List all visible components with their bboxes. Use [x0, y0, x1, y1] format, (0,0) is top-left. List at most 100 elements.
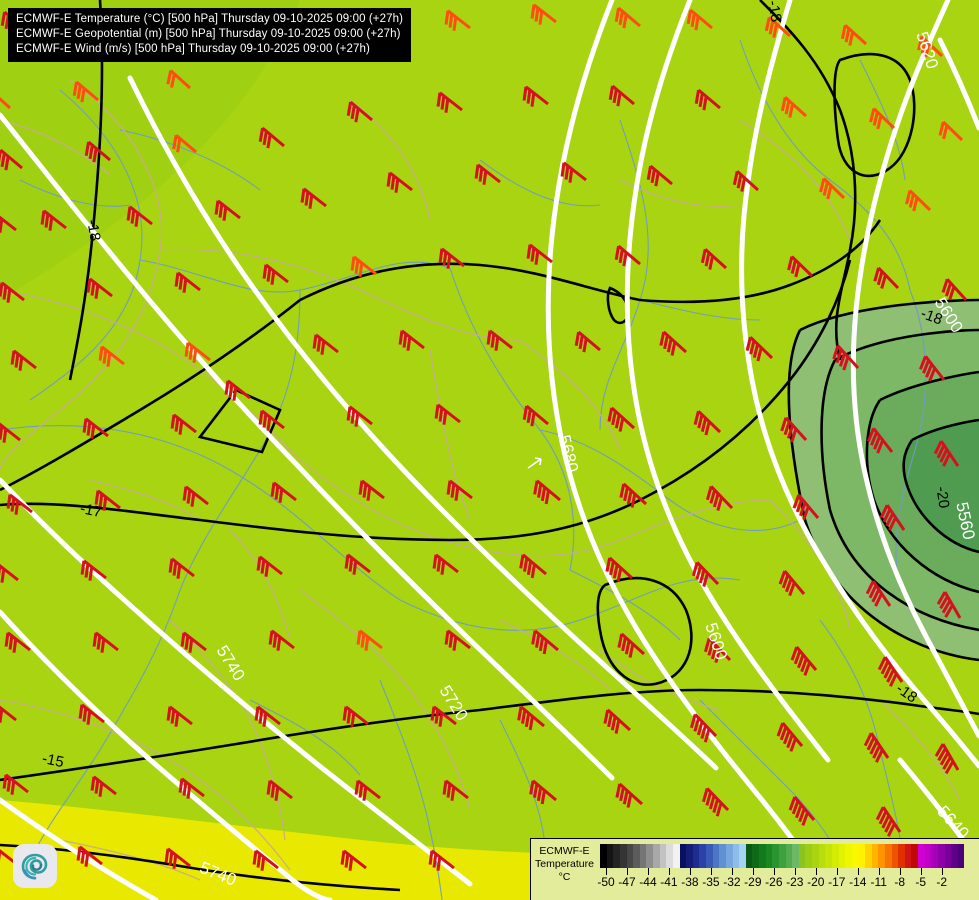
legend-color-swatch	[739, 844, 746, 868]
legend-caption: ECMWF-E Temperature °C	[531, 839, 598, 884]
legend-color-swatch	[931, 844, 938, 868]
legend-tick	[710, 868, 712, 875]
legend-color-swatch	[626, 844, 634, 868]
legend-color-swatch	[798, 844, 806, 868]
legend-tick-label: -44	[639, 875, 657, 889]
spiral-logo[interactable]	[13, 844, 57, 888]
legend-color-swatch	[659, 844, 667, 868]
spiral-icon	[21, 853, 48, 880]
legend-color-swatch	[732, 844, 740, 868]
legend-tick	[899, 868, 901, 875]
legend-color-swatch	[619, 844, 627, 868]
legend-color-swatch	[712, 844, 720, 868]
legend-color-swatch	[951, 844, 958, 868]
legend-color-swatch	[871, 844, 879, 868]
legend-color-swatch	[805, 844, 812, 868]
isotherm-contour-label: -17	[79, 500, 104, 521]
legend-color-swatch	[904, 844, 912, 868]
cold-pool-shade-4	[903, 420, 979, 552]
legend-color-swatch	[831, 844, 839, 868]
legend-color-swatch	[666, 844, 673, 868]
legend-scale: -50 -47 -44 -41 -38 -35 -32 -29 -26 -23 -20 -17 -14-…	[597, 839, 979, 891]
title-block: ECMWF-E Temperature (°C) [500 hPa] Thurs…	[8, 8, 412, 62]
legend-tick-label: -14	[849, 875, 867, 889]
legend-color-swatch	[918, 844, 925, 868]
title-line-geopotential: ECMWF-E Geopotential (m) [500 hPa] Thurs…	[16, 28, 401, 40]
legend-color-swatch	[911, 844, 918, 868]
legend-tick	[752, 868, 754, 875]
legend-color-swatch	[686, 844, 693, 868]
legend-color-swatch	[613, 844, 620, 868]
isotherm-contour-label: -18	[83, 218, 104, 242]
legend-color-swatch	[653, 844, 660, 868]
legend-color-swatch	[772, 844, 779, 868]
legend-color-swatch	[792, 844, 799, 868]
legend-color-swatch	[825, 844, 832, 868]
legend-color-swatch	[838, 844, 846, 868]
legend-color-swatch	[924, 844, 932, 868]
legend-color-swatch	[600, 844, 607, 868]
legend-tick-label: -35	[702, 875, 720, 889]
legend-color-swatch	[851, 844, 859, 868]
legend-color-swatch	[778, 844, 786, 868]
legend-color-swatch	[845, 844, 852, 868]
legend-colorbar[interactable]	[600, 844, 965, 868]
legend-tick	[626, 868, 628, 875]
legend-tick	[773, 868, 775, 875]
legend-color-swatch	[878, 844, 885, 868]
legend-tick-label: -20	[807, 875, 825, 889]
legend-color-swatch	[898, 844, 905, 868]
legend-color-swatch	[706, 844, 713, 868]
isotherm-contour-label: -15	[41, 750, 66, 771]
legend-color-swatch	[719, 844, 726, 868]
isotherm-contour-label: -18	[764, 0, 785, 23]
legend-tick	[815, 868, 817, 875]
legend-tick-label: -8	[894, 875, 906, 889]
legend-tick-label: -2	[936, 875, 948, 889]
legend-color-swatch	[633, 844, 640, 868]
legend-tick-label: -50	[597, 875, 615, 889]
legend-color-swatch	[785, 844, 793, 868]
legend-color-swatch	[865, 844, 872, 868]
legend-parameter: Temperature	[535, 858, 594, 870]
legend-color-swatch	[692, 844, 700, 868]
legend-tick-labels: -50 -47 -44 -41 -38 -35 -32 -29 -26 -23 -20 -17 -14-…	[597, 875, 979, 891]
legend-color-swatch	[679, 844, 687, 868]
legend-tick-label: -41	[660, 875, 678, 889]
legend-color-swatch	[745, 844, 753, 868]
legend-ticks	[600, 868, 964, 875]
legend-tick	[606, 868, 607, 875]
legend-color-swatch	[937, 844, 945, 868]
temperature-legend[interactable]: ECMWF-E Temperature °C -50 -47 -44 -41 -38 -3…	[530, 838, 979, 900]
legend-color-swatch	[884, 844, 892, 868]
legend-color-swatch	[699, 844, 706, 868]
legend-tick-label: -5	[915, 875, 927, 889]
legend-tick	[689, 868, 691, 875]
title-line-wind: ECMWF-E Wind (m/s) [500 hPa] Thursday 09…	[16, 43, 370, 55]
legend-tick-label: -32	[723, 875, 741, 889]
legend-color-swatch	[752, 844, 759, 868]
wind-arrow-marker	[527, 457, 542, 469]
legend-color-swatch	[639, 844, 647, 868]
legend-tick-label: -47	[618, 875, 636, 889]
legend-color-swatch	[812, 844, 819, 868]
legend-tick	[794, 868, 796, 875]
legend-color-swatch	[765, 844, 773, 868]
legend-tick-label: -17	[828, 875, 846, 889]
legend-tick-label: -23	[786, 875, 804, 889]
legend-model: ECMWF-E	[539, 845, 590, 857]
legend-color-swatch	[725, 844, 733, 868]
legend-color-swatch	[891, 844, 899, 868]
legend-color-swatch	[818, 844, 826, 868]
title-line-temperature: ECMWF-E Temperature (°C) [500 hPa] Thurs…	[16, 13, 404, 25]
administrative-borders	[0, 79, 961, 881]
legend-tick	[878, 868, 880, 875]
legend-tick	[920, 868, 922, 875]
legend-color-swatch	[858, 844, 865, 868]
legend-tick-label: -11	[870, 875, 887, 889]
legend-unit: °C	[558, 871, 571, 883]
legend-tick	[647, 868, 649, 875]
isotherm-contour-label: -20	[933, 485, 953, 509]
